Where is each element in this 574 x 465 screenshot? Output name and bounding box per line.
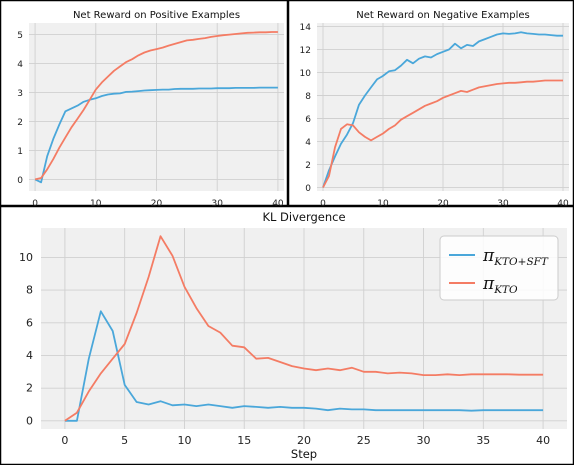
y-tick-label: 2: [17, 118, 23, 128]
series-line-1: [64, 235, 544, 422]
x-tick-label: 10: [177, 434, 191, 447]
y-tick-label: 2: [305, 161, 311, 171]
series-line-0: [34, 86, 278, 184]
y-tick-label: 3: [17, 89, 23, 99]
y-tick-label: 0: [305, 184, 311, 194]
x-tick-label: 20: [151, 199, 163, 209]
y-tick-label: 4: [17, 60, 23, 70]
x-tick-label: 10: [90, 199, 102, 209]
y-tick-label: 2: [26, 382, 33, 395]
y-tick-label: 10: [19, 251, 33, 264]
y-tick-label: 10: [300, 69, 312, 79]
y-tick-label: 4: [26, 349, 33, 362]
x-tick-label: 40: [557, 199, 569, 209]
x-tick-label: 25: [357, 434, 371, 447]
x-axis-label: Step: [291, 447, 317, 461]
subplot-title: Net Reward on Negative Examples: [356, 10, 529, 21]
x-tick-label: 35: [476, 434, 490, 447]
x-tick-label: 0: [320, 199, 326, 209]
x-tick-label: 30: [497, 199, 509, 209]
x-tick-label: 15: [237, 434, 251, 447]
series-line-0: [322, 31, 563, 188]
legend-label-1: πKTO: [482, 274, 518, 296]
subplot-2: 0 5 10 15 20 25 30 35 40 0 2 4 6 8 10 KL Divergence Step…: [19, 210, 567, 461]
y-tick-label: 0: [26, 414, 33, 427]
x-tick-label: 0: [61, 434, 68, 447]
y-tick-label: 1: [17, 147, 23, 157]
x-tick-label: 20: [437, 199, 449, 209]
y-tick-label: 6: [305, 115, 311, 125]
subplot-title: KL Divergence: [262, 210, 345, 224]
y-tick-label: 14: [300, 23, 312, 33]
y-tick-label: 6: [26, 316, 33, 329]
x-tick-label: 30: [417, 434, 431, 447]
subplot-1: 0 10 20 30 40 0 2 4 6 8 10 12 14 Net Reward on Negati…: [300, 10, 569, 209]
x-tick-label: 5: [121, 434, 128, 447]
x-tick-label: 10: [377, 199, 389, 209]
y-tick-label: 5: [17, 31, 23, 41]
legend-label-0: πKTO+SFT: [482, 246, 549, 268]
y-tick-label: 4: [305, 138, 311, 148]
subplot-title: Net Reward on Positive Examples: [73, 10, 240, 21]
y-tick-label: 8: [26, 284, 33, 297]
subplot-0: 0 10 20 30 40 0 1 2 3 4 5 Net Reward on Positive Ex…: [17, 10, 284, 209]
x-tick-label: 20: [297, 434, 311, 447]
series-line-0: [64, 310, 544, 422]
series-line-1: [322, 79, 563, 188]
x-tick-label: 40: [536, 434, 550, 447]
y-tick-label: 12: [300, 46, 311, 56]
x-tick-label: 0: [32, 199, 38, 209]
x-tick-label: 30: [211, 199, 223, 209]
series-line-1: [34, 31, 278, 181]
x-tick-label: 40: [272, 199, 284, 209]
y-tick-label: 0: [17, 176, 23, 186]
y-tick-label: 8: [305, 92, 311, 102]
